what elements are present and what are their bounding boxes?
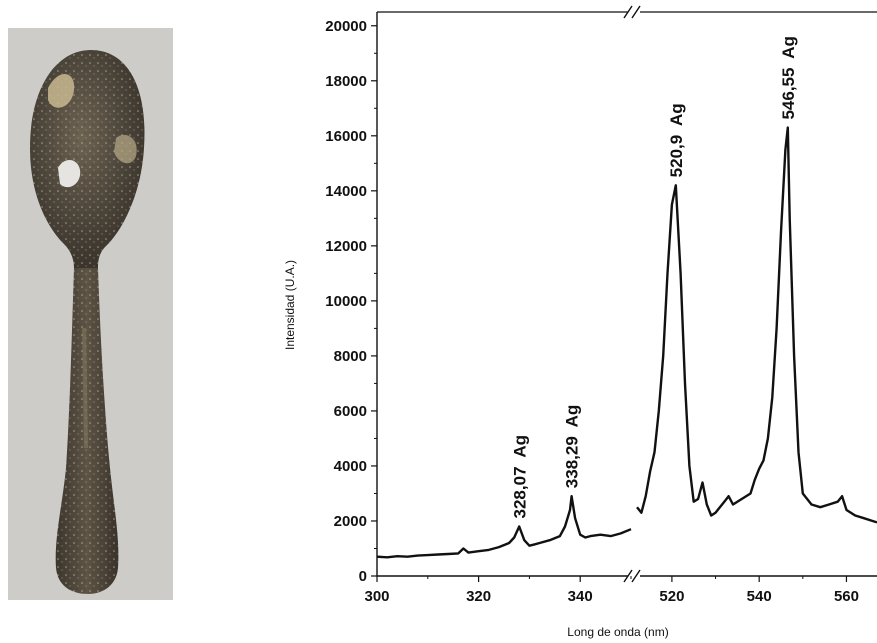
spectrum-line-segment-1 bbox=[376, 495, 632, 559]
chart-axes bbox=[376, 5, 877, 583]
axis-break-mark bbox=[631, 569, 641, 583]
y-tick-label: 10000 bbox=[325, 293, 367, 310]
peak-label: 546,55 Ag bbox=[779, 36, 798, 119]
y-tick-label: 6000 bbox=[334, 403, 367, 420]
axis-break-mark bbox=[631, 5, 641, 19]
x-tick-label: 300 bbox=[364, 588, 389, 605]
y-tick-label: 2000 bbox=[334, 513, 367, 530]
chart-peak-labels: 328,07 Ag 338,29 Ag 520,9 Ag 546,55 Ag bbox=[511, 36, 798, 518]
y-tick-label: 20000 bbox=[325, 18, 367, 35]
y-tick-label: 8000 bbox=[334, 348, 367, 365]
y-tick-label: 18000 bbox=[325, 73, 367, 90]
chart-ticks: 0 2000 4000 6000 8000 10000 12000 14000 16000 180… bbox=[325, 18, 859, 605]
x-tick-label: 560 bbox=[834, 588, 859, 605]
chart-plot-area bbox=[376, 126, 877, 559]
spoon-photo bbox=[8, 28, 173, 600]
x-axis-title: Long de onda (nm) bbox=[567, 625, 668, 639]
y-axis-title: Intensidad (U.A.) bbox=[283, 260, 297, 350]
y-tick-label: 12000 bbox=[325, 238, 367, 255]
y-tick-label: 14000 bbox=[325, 183, 367, 200]
y-tick-label: 16000 bbox=[325, 128, 367, 145]
y-tick-label: 4000 bbox=[334, 458, 367, 475]
x-tick-label: 520 bbox=[659, 588, 684, 605]
peak-label: 520,9 Ag bbox=[667, 103, 686, 177]
spoon-icon bbox=[8, 28, 173, 600]
x-tick-label: 540 bbox=[747, 588, 772, 605]
peak-label: 328,07 Ag bbox=[511, 435, 530, 518]
x-tick-label: 320 bbox=[466, 588, 491, 605]
axis-break-mark bbox=[623, 569, 633, 583]
spectrum-line-segment-2 bbox=[636, 126, 877, 524]
x-tick-label: 340 bbox=[568, 588, 593, 605]
axis-break-mark bbox=[623, 5, 633, 19]
y-tick-label: 0 bbox=[359, 568, 367, 585]
peak-label: 338,29 Ag bbox=[563, 405, 582, 488]
